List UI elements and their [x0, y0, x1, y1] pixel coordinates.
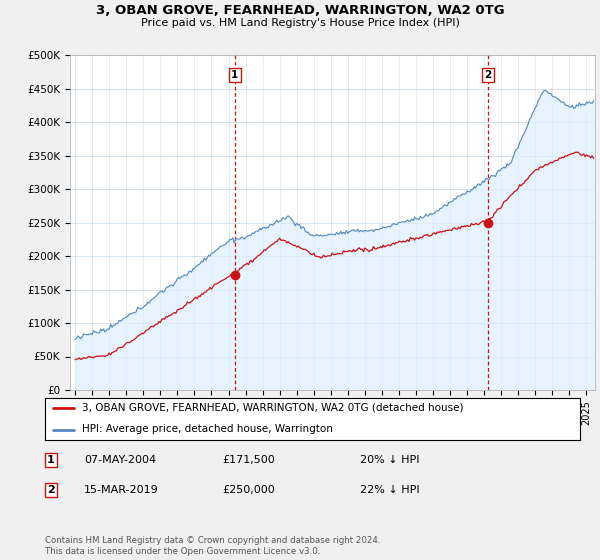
Text: HPI: Average price, detached house, Warrington: HPI: Average price, detached house, Warr… — [82, 424, 334, 435]
Text: 20% ↓ HPI: 20% ↓ HPI — [360, 455, 419, 465]
Text: 1: 1 — [231, 70, 238, 80]
Text: £250,000: £250,000 — [222, 485, 275, 495]
Text: 3, OBAN GROVE, FEARNHEAD, WARRINGTON, WA2 0TG: 3, OBAN GROVE, FEARNHEAD, WARRINGTON, WA… — [95, 4, 505, 17]
Text: 2: 2 — [484, 70, 491, 80]
Text: 07-MAY-2004: 07-MAY-2004 — [84, 455, 156, 465]
Text: £171,500: £171,500 — [222, 455, 275, 465]
Text: 2: 2 — [47, 485, 55, 495]
Text: 22% ↓ HPI: 22% ↓ HPI — [360, 485, 419, 495]
Text: Contains HM Land Registry data © Crown copyright and database right 2024.
This d: Contains HM Land Registry data © Crown c… — [45, 536, 380, 556]
Text: 15-MAR-2019: 15-MAR-2019 — [84, 485, 159, 495]
Text: 1: 1 — [47, 455, 55, 465]
Text: Price paid vs. HM Land Registry's House Price Index (HPI): Price paid vs. HM Land Registry's House … — [140, 18, 460, 28]
Text: 3, OBAN GROVE, FEARNHEAD, WARRINGTON, WA2 0TG (detached house): 3, OBAN GROVE, FEARNHEAD, WARRINGTON, WA… — [82, 403, 464, 413]
